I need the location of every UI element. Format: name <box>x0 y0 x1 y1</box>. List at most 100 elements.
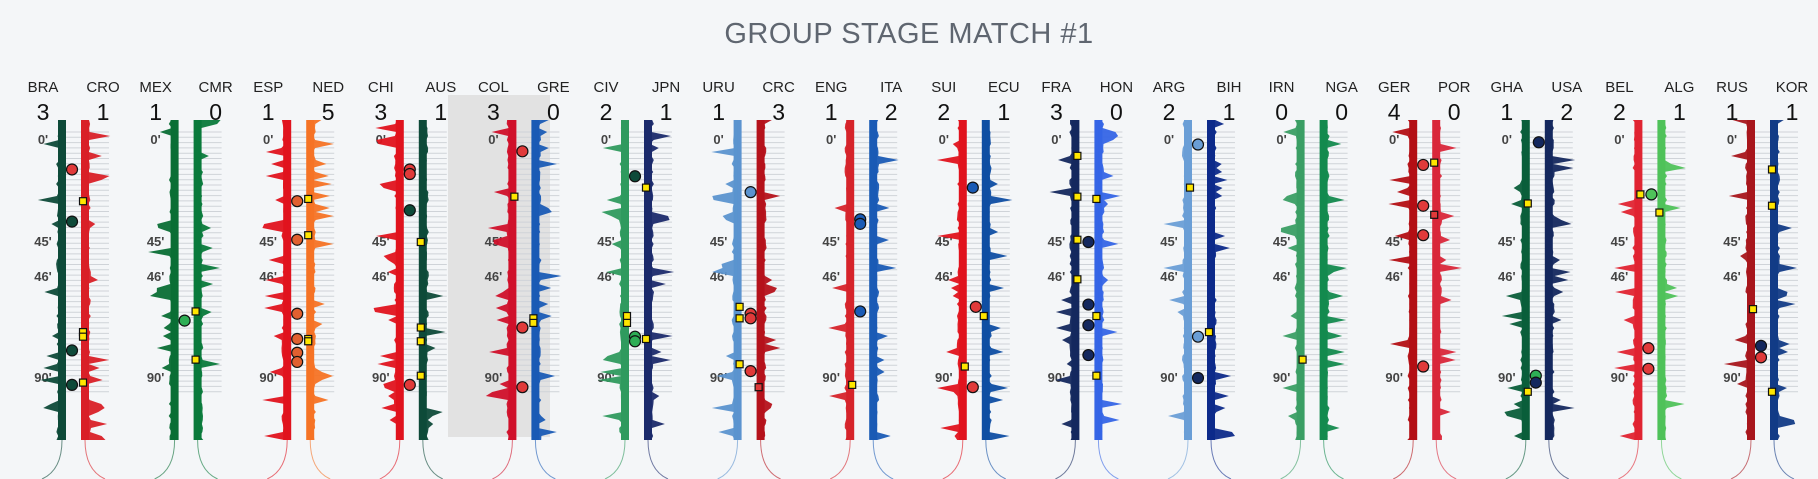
time-tick-label: 0' <box>150 132 160 147</box>
goal-marker <box>1082 319 1095 332</box>
yellow-card-marker <box>735 360 744 369</box>
goal-marker <box>1754 339 1768 352</box>
stream-away-area <box>1211 120 1235 440</box>
stream-away-tail <box>422 439 444 479</box>
stream-away-tail <box>1773 439 1795 479</box>
goal-marker <box>403 167 416 181</box>
stream-away-tail <box>534 439 556 479</box>
stream-away-tail <box>309 439 331 479</box>
score-home: 2 <box>937 99 950 125</box>
stream-home-tail <box>1055 439 1076 479</box>
time-tick-label: 46' <box>1498 269 1516 284</box>
stream-away-area <box>1098 120 1123 440</box>
team-label-away: GRE <box>537 79 570 96</box>
yellow-card-marker <box>529 318 538 328</box>
stream-home <box>711 120 742 479</box>
score-away: 0 <box>1448 99 1461 125</box>
team-label-away: JPN <box>652 79 680 96</box>
stream-away <box>869 120 899 479</box>
score-home: 1 <box>262 99 275 125</box>
time-tick-label: 90' <box>485 370 503 385</box>
yellow-card-marker <box>1073 192 1082 201</box>
stream-home-area <box>1614 120 1639 440</box>
goal-marker <box>1417 229 1430 242</box>
team-label-home: BEL <box>1605 79 1633 96</box>
stream-home <box>1723 120 1755 479</box>
score-away: 2 <box>1560 99 1573 125</box>
time-tick-label: 0' <box>601 132 611 147</box>
yellow-card-marker <box>641 334 651 344</box>
time-tick-label: 45' <box>710 234 728 249</box>
time-tick-label: 45' <box>597 234 615 249</box>
team-label-home: MEX <box>139 79 172 96</box>
goal-marker <box>744 186 757 199</box>
goal-marker <box>65 378 79 391</box>
stream-away <box>1544 120 1576 479</box>
yellow-card-marker <box>1767 165 1777 174</box>
score-away: 0 <box>1335 99 1348 125</box>
stream-home-tail <box>1167 439 1189 479</box>
match-panel-irn-nga: IRN NGA 0 0 0' 45' 46' 90' <box>1269 79 1358 479</box>
time-tick-label: 46' <box>34 269 52 284</box>
yellow-card-marker <box>622 311 632 321</box>
time-tick-label: 90' <box>935 370 953 385</box>
goal-marker <box>1417 199 1430 212</box>
yellow-card-marker <box>78 332 88 341</box>
time-tick-label: 46' <box>1160 269 1178 284</box>
yellow-card-marker <box>1092 371 1101 380</box>
stream-home-area <box>1280 120 1301 440</box>
stream-home <box>485 120 517 479</box>
time-tick-label: 0' <box>263 132 273 147</box>
yellow-card-marker <box>78 197 88 206</box>
score-away: 1 <box>1223 99 1236 125</box>
yellow-card-marker <box>416 237 425 247</box>
time-tick-label: 45' <box>1048 234 1066 249</box>
team-label-away: AUS <box>425 79 456 96</box>
team-label-home: FRA <box>1041 79 1071 96</box>
time-tick-label: 0' <box>1389 132 1399 147</box>
team-label-away: KOR <box>1776 79 1809 96</box>
score-home: 4 <box>1388 99 1401 125</box>
stream-away <box>1770 120 1797 479</box>
time-tick-label: 0' <box>826 132 836 147</box>
match-panel-ger-por: GER POR 4 0 0' 45' 46' 90' <box>1378 79 1471 479</box>
stream-home-tail <box>1505 439 1527 479</box>
stream-away <box>1094 120 1123 479</box>
yellow-card-marker <box>191 355 200 364</box>
stream-home <box>597 120 629 479</box>
stream-away-area <box>1774 120 1797 440</box>
match-panel-eng-ita: ENG ITA 1 2 0' 45' 46' 90' <box>815 79 902 479</box>
score-home: 3 <box>487 99 500 125</box>
stream-home <box>1388 120 1418 479</box>
stream-away-area <box>1436 120 1462 440</box>
match-panel-fra-hon: FRA HON 3 0 0' 45' 46' 90' <box>1041 79 1133 479</box>
team-label-away: ECU <box>988 79 1020 96</box>
score-home: 1 <box>1726 99 1739 125</box>
yellow-card-marker <box>416 337 425 346</box>
time-tick-label: 90' <box>1273 370 1291 385</box>
stream-home <box>148 120 179 479</box>
stream-home-area <box>828 120 851 440</box>
team-label-away: USA <box>1551 79 1582 96</box>
team-label-home: CHI <box>368 79 394 96</box>
yellow-card-marker <box>1767 387 1777 396</box>
stream-home <box>828 120 855 479</box>
stream-away <box>1207 120 1235 479</box>
yellow-card-marker <box>848 380 857 389</box>
goal-marker <box>1532 136 1545 149</box>
goal-marker <box>966 381 979 394</box>
stream-away <box>531 120 562 479</box>
stream-home-area <box>936 120 963 440</box>
match-panel-chi-aus: CHIAUS310'45'46'90' <box>368 79 456 479</box>
time-tick-label: 90' <box>34 370 52 385</box>
time-tick-label: 0' <box>1502 132 1512 147</box>
yellow-card-marker <box>1204 327 1214 337</box>
yellow-card-marker <box>1636 190 1645 199</box>
stream-away-tail <box>1660 439 1682 479</box>
yellow-card-marker <box>1748 305 1758 314</box>
yellow-card-marker <box>1092 194 1101 204</box>
time-tick-label: 46' <box>485 269 503 284</box>
goal-marker <box>628 335 642 348</box>
